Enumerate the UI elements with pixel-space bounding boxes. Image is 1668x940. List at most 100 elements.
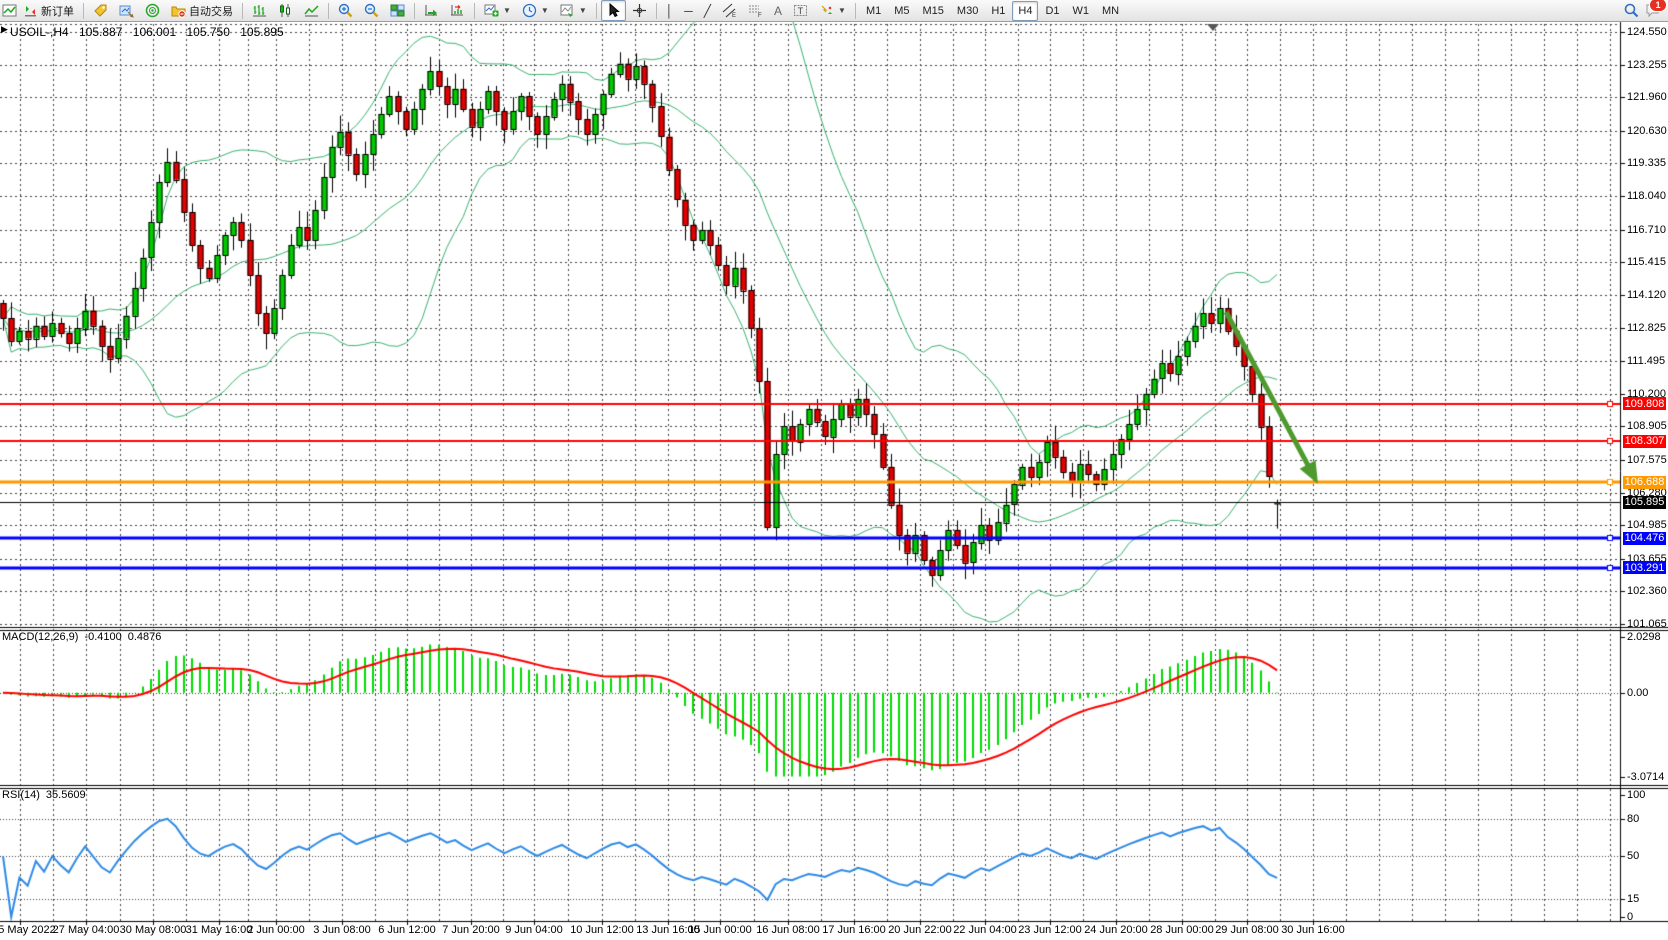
price-axis-tick: 119.335 [1627, 157, 1666, 170]
time-axis-label: 15 Jun 00:00 [688, 924, 752, 936]
price-axis-tick: 110.200 [1627, 387, 1666, 400]
timeframe-mn-button[interactable]: MN [1102, 4, 1120, 17]
price-line-label[interactable]: 106.688 [1623, 475, 1666, 489]
price-axis-tick: 120.630 [1627, 124, 1667, 137]
timeframe-m1-button[interactable]: M1 [865, 4, 882, 17]
fibonacci-tool-button[interactable]: F [743, 0, 768, 21]
horizontal-line-tool-button[interactable]: ─ [679, 0, 698, 21]
toolbar-separator [414, 2, 415, 19]
notification-badge: 1 [1649, 0, 1667, 12]
candlestick-mode-button[interactable] [273, 0, 298, 21]
auto-trading-label: 自动交易 [189, 5, 233, 18]
data-window-icon [119, 5, 134, 18]
time-axis-label: 2 Jun 00:00 [247, 924, 305, 936]
text-label-tool-button[interactable]: T [788, 0, 813, 21]
timeframe-h4-button[interactable]: H4 [1012, 0, 1039, 21]
market-watch-button[interactable] [88, 0, 113, 21]
data-window-button[interactable] [114, 0, 139, 21]
timeframe-group: M1 M5 M15 M30 H1 H4 D1 W1 MN [860, 0, 1125, 21]
price-axis-tick: 114.120 [1627, 288, 1666, 301]
price-axis-tick: 116.710 [1627, 223, 1666, 236]
timeframe-m15-button[interactable]: M15 [922, 4, 944, 17]
add-indicator-icon [484, 4, 499, 17]
new-order-button[interactable]: 新订单 [18, 0, 79, 21]
price-line-label[interactable]: 103.291 [1623, 561, 1666, 575]
panel-separator-macd[interactable] [0, 627, 1668, 631]
tile-windows-button[interactable] [385, 0, 410, 21]
toolbar-separator [242, 2, 243, 19]
toolbar-separator [474, 2, 475, 19]
crosshair-tool-button[interactable] [627, 0, 652, 21]
toolbar-separator [83, 2, 84, 19]
vertical-line-tool-button[interactable]: │ [661, 0, 679, 21]
time-axis-label: 10 Jun 12:00 [570, 924, 634, 936]
zoom-out-icon [364, 3, 379, 18]
time-axis-label: 31 May 16:00 [185, 924, 253, 936]
search-icon[interactable] [1624, 3, 1639, 18]
toolbar: 新订单 自动交易 [0, 0, 1668, 22]
candlestick-icon [280, 4, 290, 17]
trendline-tool-button[interactable]: ╱ [699, 0, 716, 21]
bar-chart-icon [253, 5, 266, 17]
rsi-axis-tick: 80 [1627, 813, 1640, 826]
notifications-button[interactable]: 1 [1645, 0, 1667, 18]
text-tool-button[interactable]: A [769, 0, 787, 21]
timeframe-h1-button[interactable]: H1 [991, 4, 1006, 17]
price-line-label[interactable]: 109.808 [1623, 397, 1666, 411]
auto-trading-icon [171, 6, 186, 18]
cursor-tool-button[interactable] [600, 0, 626, 21]
timeframe-d1-button[interactable]: D1 [1045, 4, 1060, 17]
timeframe-w1-button[interactable]: W1 [1072, 4, 1090, 17]
price-line-label[interactable]: 108.307 [1623, 434, 1666, 448]
price-tag-icon [94, 4, 107, 17]
time-axis-label: 30 May 08:00 [119, 924, 187, 936]
chart-shift-button[interactable] [445, 0, 470, 21]
rsi-axis-tick: 0 [1627, 911, 1634, 923]
timeframe-m5-button[interactable]: M5 [894, 4, 910, 17]
bar-chart-mode-button[interactable] [247, 0, 272, 21]
channel-tool-button[interactable]: E [717, 0, 742, 21]
toolbar-separator [854, 2, 856, 19]
price-axis-tick: 107.575 [1627, 453, 1667, 466]
zoom-in-icon [338, 3, 353, 18]
arrows-tool-button[interactable]: ▼ [814, 0, 851, 21]
crosshair-icon [632, 4, 646, 17]
price-axis-tick: 118.040 [1627, 190, 1666, 203]
rsi-axis-tick: 100 [1627, 789, 1646, 801]
fibonacci-icon: F [749, 5, 762, 18]
time-axis-label: 20 Jun 22:00 [888, 924, 952, 936]
rsi-axis-tick: 50 [1627, 850, 1640, 862]
toolbar-separator [595, 2, 597, 19]
toolbar-right-group: 1 [1624, 0, 1667, 18]
signals-button[interactable] [140, 0, 165, 21]
templates-button[interactable]: ▼ [555, 0, 592, 21]
line-chart-icon [304, 5, 319, 17]
price-line-label[interactable]: 104.476 [1623, 531, 1666, 545]
periods-button[interactable]: ▼ [517, 0, 554, 21]
svg-text:T: T [798, 6, 804, 16]
indicators-button[interactable]: ▼ [479, 0, 516, 21]
line-chart-mode-button[interactable] [299, 0, 324, 21]
panel-separator-rsi[interactable] [0, 785, 1668, 789]
auto-scroll-icon [425, 5, 437, 17]
zoom-in-button[interactable] [333, 0, 358, 21]
auto-scroll-button[interactable] [419, 0, 444, 21]
template-icon [560, 4, 573, 17]
time-axis-label: 28 Jun 00:00 [1150, 924, 1214, 936]
time-axis-label: 27 May 04:00 [52, 924, 120, 936]
signal-icon [145, 3, 160, 18]
price-axis-tick: 112.825 [1627, 321, 1666, 334]
new-order-icon [25, 6, 36, 17]
text-icon: A [774, 3, 783, 18]
time-axis-label: 22 Jun 04:00 [953, 924, 1017, 936]
timeframe-m30-button[interactable]: M30 [956, 4, 979, 17]
cursor-icon [609, 3, 620, 18]
auto-trading-button[interactable]: 自动交易 [166, 0, 238, 21]
trendline-icon: ╱ [703, 3, 712, 18]
dropdown-arrow-icon: ▼ [578, 6, 587, 15]
svg-text:E: E [732, 13, 736, 18]
tile-windows-icon [390, 4, 405, 17]
zoom-out-button[interactable] [359, 0, 384, 21]
